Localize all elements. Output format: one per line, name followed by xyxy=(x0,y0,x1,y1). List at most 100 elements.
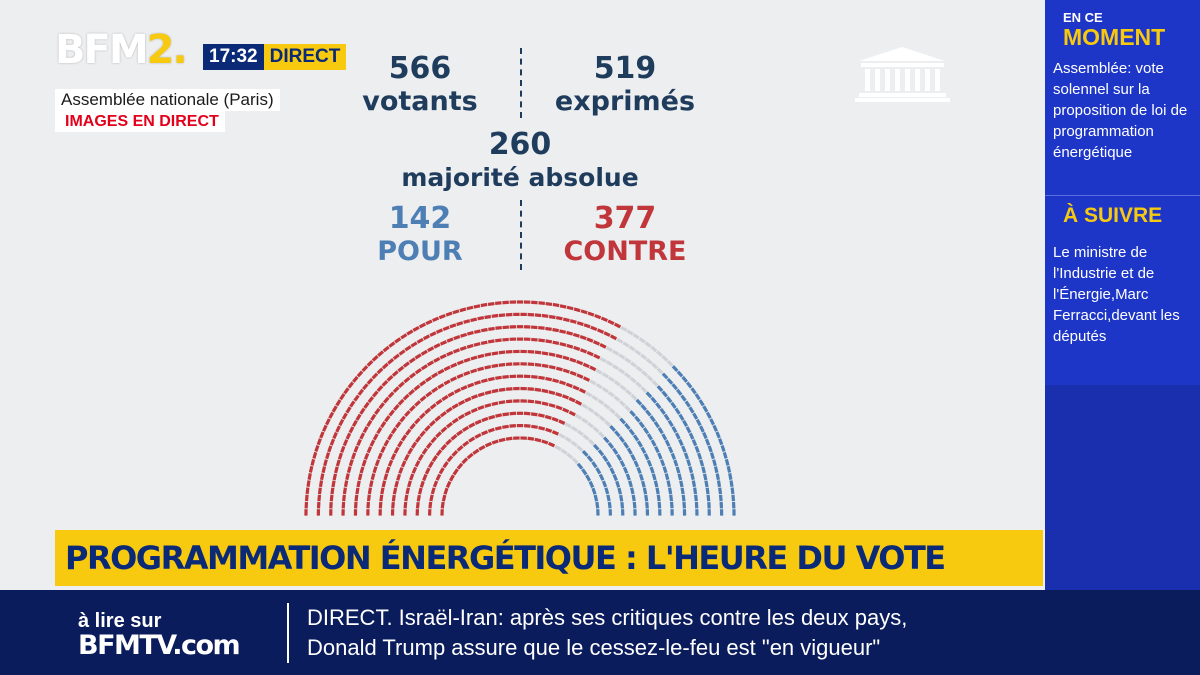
seat xyxy=(612,364,620,371)
seat xyxy=(453,335,461,341)
seat xyxy=(601,386,609,394)
seat xyxy=(390,427,398,435)
seat xyxy=(470,317,478,323)
now-label-big: MOMENT xyxy=(1063,24,1166,50)
seat xyxy=(487,301,495,307)
seat xyxy=(450,434,458,441)
seat xyxy=(447,391,455,398)
seat xyxy=(367,396,375,404)
seat xyxy=(366,446,373,454)
seat xyxy=(400,434,408,442)
seat xyxy=(357,388,365,396)
seat xyxy=(731,501,736,509)
seat xyxy=(459,345,467,351)
seat xyxy=(424,467,431,475)
seat xyxy=(318,480,324,488)
seat xyxy=(608,407,616,415)
website-link[interactable]: BFMTV.com xyxy=(78,630,241,661)
seat xyxy=(325,452,331,460)
seat xyxy=(731,494,736,502)
seat xyxy=(666,480,671,488)
seat xyxy=(351,452,357,460)
seat xyxy=(430,436,438,444)
seat xyxy=(620,509,625,516)
seat xyxy=(466,305,474,311)
seat xyxy=(551,430,559,436)
seat xyxy=(705,487,710,495)
seat xyxy=(709,452,715,460)
seat xyxy=(378,501,383,509)
seat xyxy=(641,480,646,488)
seat xyxy=(516,374,524,378)
seat xyxy=(429,494,434,502)
seat xyxy=(321,466,327,474)
seat xyxy=(631,494,636,502)
seat xyxy=(516,411,524,415)
seat xyxy=(366,494,371,502)
seat xyxy=(477,405,485,411)
seat xyxy=(596,509,600,516)
seat xyxy=(495,325,502,330)
seat xyxy=(629,376,637,384)
seat xyxy=(516,300,524,304)
seat xyxy=(695,418,702,427)
seat xyxy=(702,431,708,440)
seat xyxy=(569,357,577,363)
seat xyxy=(523,300,531,304)
seat xyxy=(538,301,546,306)
seat xyxy=(601,372,609,379)
seat xyxy=(433,343,441,349)
next-label: À SUIVRE xyxy=(1063,204,1163,227)
seat xyxy=(669,501,674,509)
seat xyxy=(593,494,599,502)
seat xyxy=(422,334,431,341)
seat xyxy=(589,379,597,386)
seat xyxy=(513,362,520,366)
seat xyxy=(715,473,720,481)
seat xyxy=(692,412,699,420)
seat xyxy=(446,350,454,357)
seat xyxy=(534,437,542,443)
seat xyxy=(622,441,630,449)
seat xyxy=(509,325,517,329)
seat xyxy=(650,396,658,404)
seat xyxy=(560,448,568,455)
seat xyxy=(404,494,409,502)
seat xyxy=(674,407,681,415)
seat xyxy=(720,444,726,453)
seat xyxy=(352,375,359,383)
seat xyxy=(665,396,673,404)
seat xyxy=(381,480,387,488)
seat xyxy=(673,459,679,467)
seat xyxy=(473,380,482,386)
seat xyxy=(481,430,489,436)
seat xyxy=(374,459,381,467)
seat xyxy=(337,452,343,460)
seat xyxy=(661,372,669,380)
seat xyxy=(406,329,414,336)
seat xyxy=(367,487,373,495)
seat xyxy=(341,509,345,516)
seat xyxy=(633,509,637,516)
seat xyxy=(527,399,535,404)
seat xyxy=(576,462,584,470)
seat xyxy=(459,307,467,313)
seat xyxy=(361,459,367,467)
seat xyxy=(624,357,632,364)
seat xyxy=(663,413,670,421)
seat xyxy=(664,473,670,481)
right-sidebar: EN CE MOMENT Assemblée: vote solennel su… xyxy=(1045,0,1200,590)
seat xyxy=(470,368,478,374)
seat xyxy=(609,467,616,475)
seat xyxy=(387,391,395,399)
seat xyxy=(562,355,570,361)
seat xyxy=(432,316,440,323)
seat xyxy=(694,445,700,453)
seat xyxy=(655,487,660,495)
seat xyxy=(435,431,442,438)
now-text: Assemblée: vote solennel sur la proposit… xyxy=(1053,60,1188,161)
seat xyxy=(403,453,410,462)
seat xyxy=(568,410,576,417)
seat xyxy=(534,400,542,405)
seat xyxy=(392,386,400,393)
